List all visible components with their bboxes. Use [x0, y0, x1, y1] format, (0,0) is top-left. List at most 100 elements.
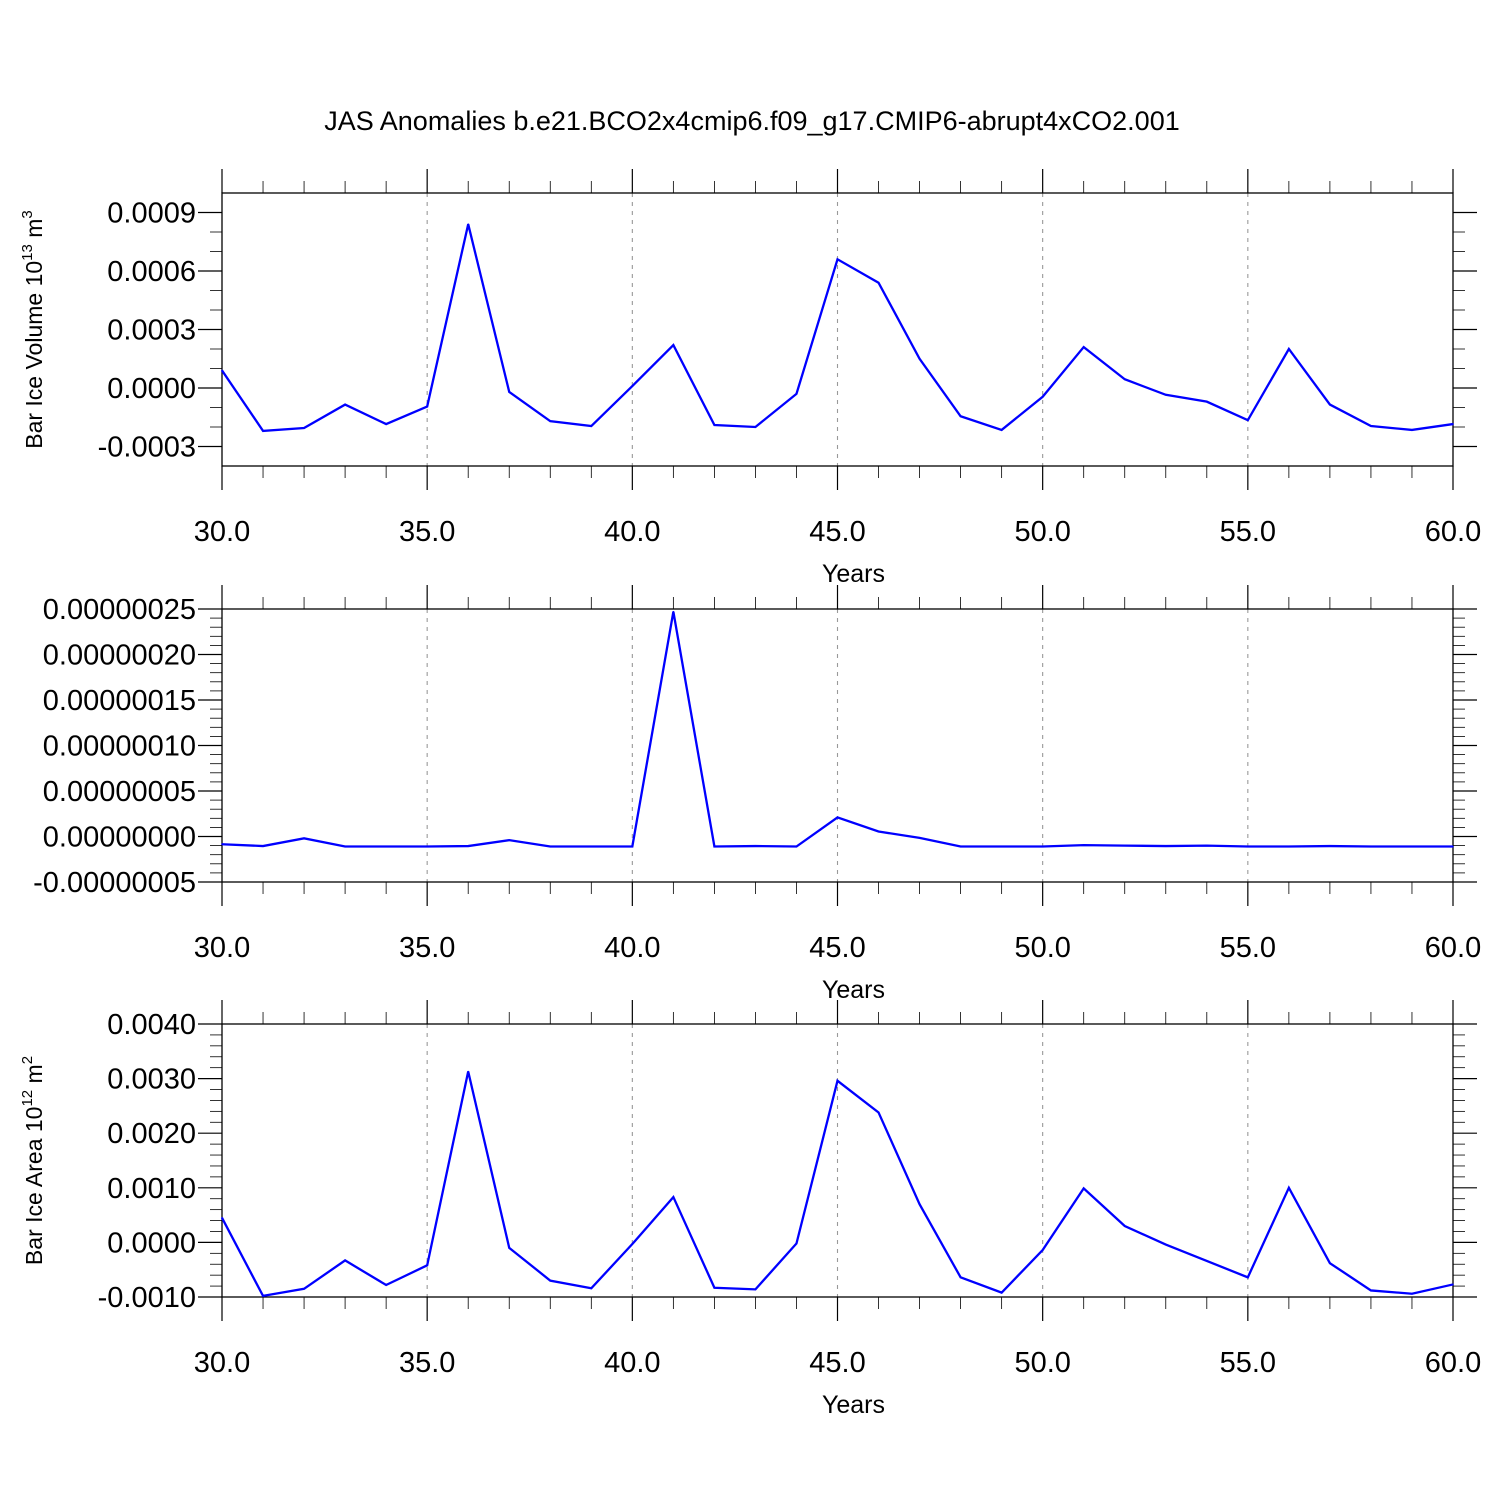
- x-tick-label: 40.0: [604, 932, 660, 964]
- data-point: [385, 845, 387, 848]
- data-point: [426, 845, 428, 848]
- x-axis-label: Years: [822, 1391, 885, 1419]
- data-point: [1041, 395, 1044, 398]
- data-point: [590, 845, 593, 848]
- x-tick-label: 50.0: [1014, 516, 1070, 548]
- data-point: [1411, 429, 1413, 431]
- data-point: [1000, 845, 1003, 848]
- data-point: [262, 430, 264, 432]
- x-tick-label: 30.0: [194, 932, 250, 964]
- data-point: [1288, 348, 1290, 350]
- data-point: [426, 405, 428, 408]
- plot-frame: [221, 192, 1454, 467]
- data-point: [754, 845, 757, 847]
- chart-title: JAS Anomalies b.e21.BCO2x4cmip6.f09_g17.…: [324, 106, 1179, 136]
- data-point: [303, 837, 305, 840]
- data-point: [1123, 844, 1126, 847]
- data-point: [221, 843, 223, 846]
- data-point: [959, 415, 962, 418]
- data-point: [877, 830, 880, 833]
- data-point: [1370, 425, 1372, 427]
- x-tick-label: 35.0: [399, 1347, 455, 1379]
- data-point: [1247, 1276, 1249, 1279]
- data-point: [631, 845, 634, 848]
- data-point: [1247, 845, 1249, 848]
- data-point: [508, 1247, 511, 1249]
- data-point: [1041, 845, 1044, 848]
- y-tick-label: 0.0006: [107, 256, 196, 288]
- data-point: [1452, 423, 1454, 425]
- y-tick-label: 0.0009: [107, 198, 196, 230]
- x-tick-label: 55.0: [1220, 516, 1276, 548]
- data-point: [549, 420, 552, 422]
- series-line: [221, 223, 1454, 433]
- data-point: [1370, 845, 1372, 848]
- y-tick-label: 0.0010: [107, 1173, 196, 1205]
- data-point: [344, 1259, 346, 1262]
- data-point: [1247, 419, 1249, 421]
- data-point: [1288, 1187, 1290, 1189]
- y-axis-label: Bar Ice Area 1012 m2: [19, 1056, 47, 1265]
- data-point: [672, 1196, 675, 1198]
- x-tick-label: 50.0: [1014, 932, 1070, 964]
- data-point: [959, 845, 962, 848]
- y-tick-label: 0.0000: [107, 373, 196, 405]
- y-tick-label: 0.0020: [107, 1118, 196, 1150]
- data-point: [467, 1070, 470, 1073]
- data-point: [1123, 378, 1126, 381]
- data-point: [836, 1079, 839, 1082]
- data-point: [303, 1288, 305, 1290]
- y-axis-label-superscript: 12: [19, 1090, 36, 1107]
- data-point: [631, 1243, 634, 1245]
- y-axis-label-superscript: 3: [19, 210, 36, 218]
- y-axis-label-text: Bar Ice Volume 10: [21, 261, 47, 449]
- y-tick-label: 0.00000025: [43, 594, 196, 626]
- y-axis-label-text: m: [21, 219, 47, 245]
- data-point: [713, 845, 716, 848]
- data-point: [1206, 400, 1208, 403]
- data-point: [1082, 346, 1085, 348]
- y-tick-label: 0.00000010: [43, 731, 196, 763]
- plot-frame: [221, 608, 1454, 883]
- data-point: [795, 393, 798, 395]
- data-point: [631, 385, 634, 387]
- x-axis-label: Years: [822, 976, 885, 1004]
- x-tick-label: 60.0: [1425, 516, 1481, 548]
- data-point: [426, 1264, 428, 1267]
- data-point: [877, 1111, 880, 1114]
- data-point: [795, 1242, 798, 1245]
- data-point: [1000, 1291, 1003, 1294]
- data-point: [754, 426, 757, 428]
- data-point: [1452, 845, 1454, 848]
- panels: 30.0 35.0 40.0 45.0 50.0 55.0 60.0 -0.0003 0.000…: [19, 169, 1481, 1419]
- data-point: [1164, 394, 1167, 396]
- data-point: [344, 403, 346, 406]
- x-tick-label: 60.0: [1425, 1347, 1481, 1379]
- data-point: [1164, 845, 1167, 847]
- data-point: [1411, 1292, 1413, 1295]
- data-point: [1000, 429, 1003, 431]
- data-point: [1206, 1260, 1208, 1262]
- data-point: [262, 1295, 264, 1297]
- data-point: [221, 1217, 223, 1219]
- data-point: [713, 1286, 716, 1289]
- y-tick-label: 0.0003: [107, 315, 196, 347]
- data-point: [959, 1276, 962, 1279]
- x-tick-label: 35.0: [399, 932, 455, 964]
- data-point: [221, 369, 223, 372]
- data-point: [918, 1203, 921, 1205]
- data-point: [1452, 1283, 1454, 1286]
- x-tick-label: 45.0: [809, 1347, 865, 1379]
- x-tick-label: 60.0: [1425, 932, 1481, 964]
- panel-1: 30.0 35.0 40.0 45.0 50.0 55.0 60.0 -0.0003 0.000…: [19, 169, 1481, 588]
- y-tick-label: -0.00000005: [33, 867, 196, 899]
- y-tick-label: 0.00000000: [43, 822, 196, 854]
- data-point: [836, 816, 839, 819]
- x-tick-label: 30.0: [194, 516, 250, 548]
- y-tick-label: 0.00000005: [43, 776, 196, 808]
- y-axis-label: Bar Ice Volume 1013 m3: [19, 210, 47, 449]
- data-point: [385, 423, 387, 425]
- data-point: [262, 845, 264, 847]
- y-tick-label: 0.00000015: [43, 685, 196, 717]
